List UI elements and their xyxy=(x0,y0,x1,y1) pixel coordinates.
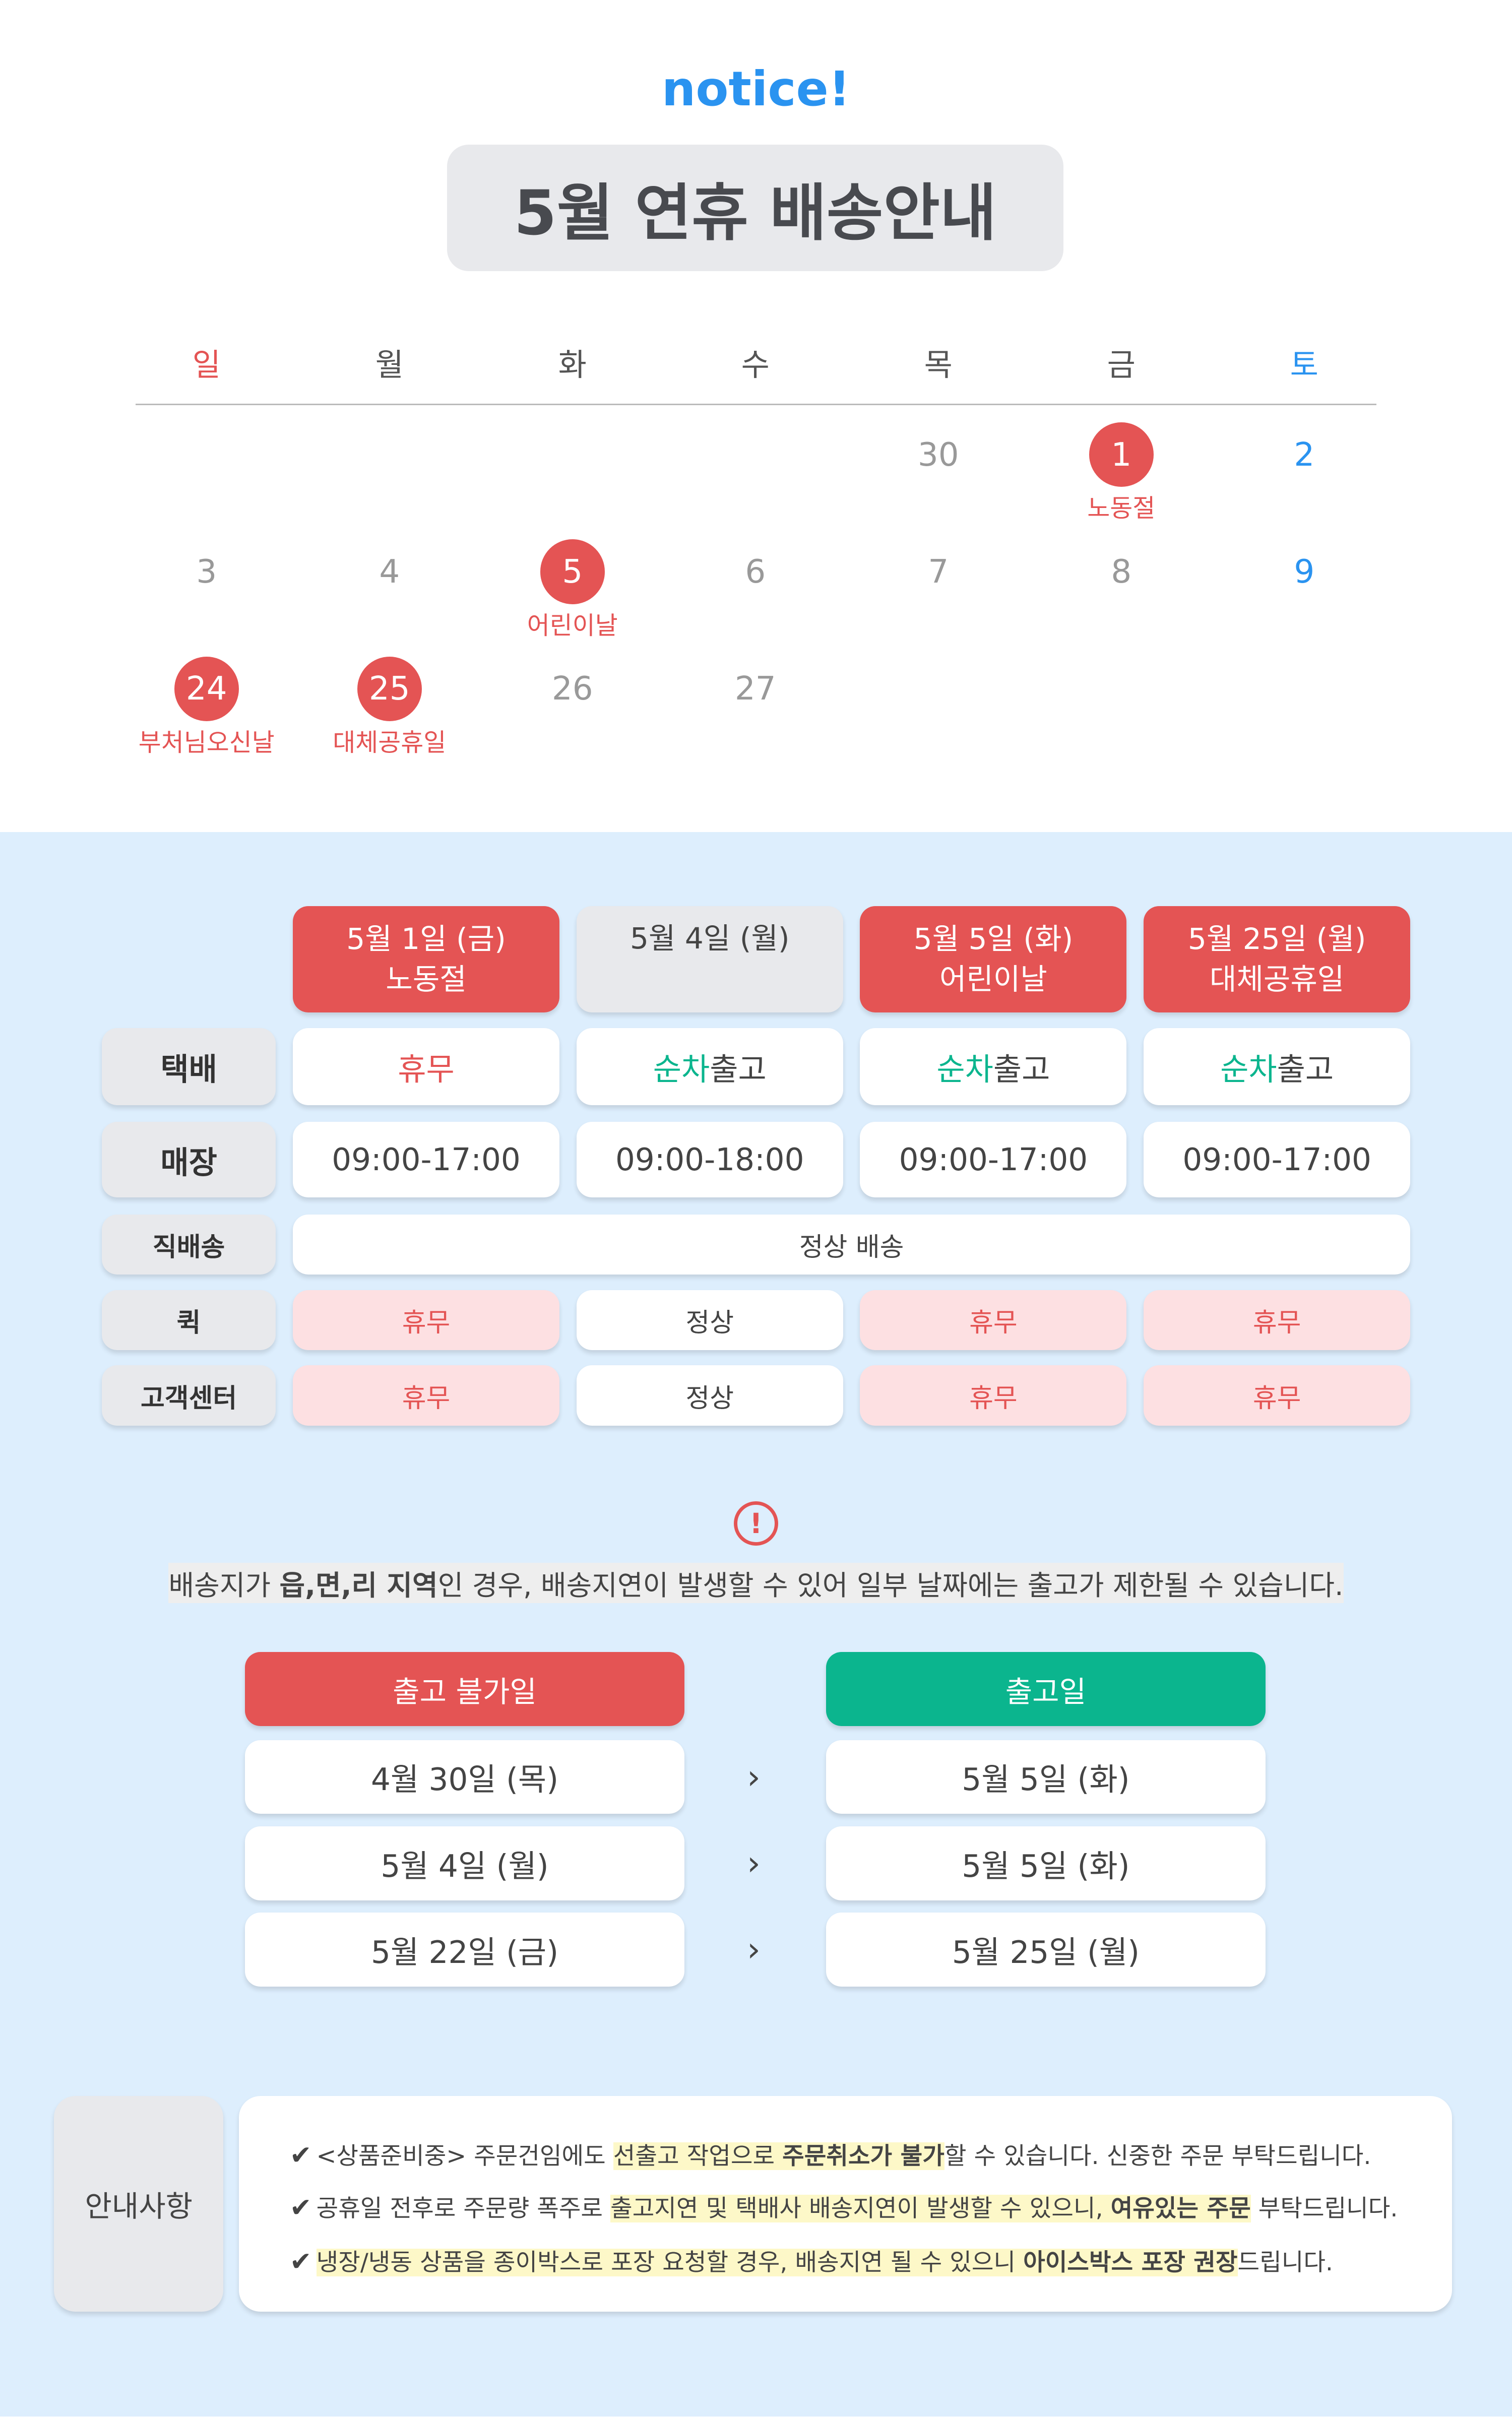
store-hours-cell: 09:00-18:00 xyxy=(576,1122,843,1198)
holiday-name: 대체공휴일 xyxy=(333,728,447,757)
ship-date: 5월 5일 (화) xyxy=(826,1740,1266,1814)
note-line: ✔ 공휴일 전후로 주문량 폭주로 출고지연 및 택배사 배송지연이 발생할 수 … xyxy=(290,2189,1398,2223)
calendar-day: 2 xyxy=(1294,435,1315,474)
weekday-header: 월 xyxy=(375,347,404,384)
chevron-right-icon: › xyxy=(746,1930,761,1969)
row-label-cs: 고객센터 xyxy=(101,1365,276,1426)
header-holiday: 어린이날 xyxy=(939,962,1047,996)
quick-cell: 정상 xyxy=(576,1290,843,1350)
cs-cell: 휴무 xyxy=(1144,1365,1411,1426)
status-sequential: 순차 xyxy=(1220,1051,1277,1088)
store-hours-cell: 09:00-17:00 xyxy=(293,1122,560,1198)
blocked-date: 5월 4일 (월) xyxy=(245,1826,684,1900)
holiday-day: 1 xyxy=(1089,422,1154,487)
note-bold: 주문취소가 불가 xyxy=(782,2142,944,2170)
cs-cell: 휴무 xyxy=(860,1365,1127,1426)
calendar-day: 4 xyxy=(379,553,400,591)
warning-post: 인 경우, 배송지연이 발생할 수 있어 일부 날짜에는 출고가 제한될 수 있… xyxy=(437,1569,1344,1602)
notes-label: 안내사항 xyxy=(54,2096,224,2312)
page-title: 5월 연휴 배송안내 xyxy=(447,145,1064,272)
calendar-day: 9 xyxy=(1294,553,1315,591)
parcel-cell: 순차 출고 xyxy=(1144,1028,1411,1105)
date-header: 5월 5일 (화) 어린이날 xyxy=(860,906,1127,1013)
calendar-day: 30 xyxy=(917,435,959,474)
note-highlight: 선출고 작업으로 xyxy=(613,2142,783,2170)
header-holiday: 대체공휴일 xyxy=(1210,962,1345,996)
warning-bold: 읍,면,리 지역 xyxy=(279,1569,438,1602)
date-header: 5월 4일 (월) xyxy=(576,906,843,1013)
note-highlight: 출고지연 및 택배사 배송지연이 발생할 수 있으니, xyxy=(610,2194,1111,2222)
blocked-date: 4월 30일 (목) xyxy=(245,1740,684,1814)
note-text: 부탁드립니다. xyxy=(1250,2194,1398,2222)
holiday-name: 노동절 xyxy=(1087,494,1156,523)
note-text: 공휴일 전후로 주문량 폭주로 xyxy=(316,2194,611,2222)
ship-date: 5월 25일 (월) xyxy=(826,1913,1266,1987)
parcel-cell: 순차 출고 xyxy=(576,1028,843,1105)
note-line: ✔ 냉장/냉동 상품을 종이박스로 포장 요청할 경우, 배송지연 될 수 있으니… xyxy=(290,2243,1333,2277)
row-label-store: 매장 xyxy=(101,1122,276,1198)
status-sequential: 순차 xyxy=(936,1051,993,1088)
note-text: 할 수 있습니다. 신중한 주문 부탁드립니다. xyxy=(944,2142,1371,2170)
cs-cell: 휴무 xyxy=(293,1365,560,1426)
date-header: 5월 1일 (금) 노동절 xyxy=(293,906,560,1013)
store-hours-cell: 09:00-17:00 xyxy=(1144,1122,1411,1198)
calendar-day: 27 xyxy=(734,670,776,708)
calendar-day: 7 xyxy=(928,553,949,591)
blocked-date: 5월 22일 (금) xyxy=(245,1913,684,1987)
warning-text: 배송지가 읍,면,리 지역인 경우, 배송지연이 발생할 수 있어 일부 날짜에… xyxy=(0,1562,1512,1603)
parcel-cell: 휴무 xyxy=(293,1028,560,1105)
quick-cell: 휴무 xyxy=(860,1290,1127,1350)
calendar-day: 6 xyxy=(745,553,766,591)
header-date: 5월 25일 (월) xyxy=(1187,922,1366,957)
direct-delivery-cell: 정상 배송 xyxy=(293,1214,1411,1275)
weekday-header: 일 xyxy=(192,347,221,384)
holiday-day: 5 xyxy=(540,539,605,604)
note-highlight: 냉장/냉동 상품을 종이박스로 포장 요청할 경우, 배송지연 될 수 있으니 xyxy=(316,2248,1024,2276)
divider xyxy=(136,404,1376,406)
quick-cell: 휴무 xyxy=(293,1290,560,1350)
parcel-cell: 순차 출고 xyxy=(860,1028,1127,1105)
cs-cell: 정상 xyxy=(576,1365,843,1426)
weekday-header: 금 xyxy=(1107,347,1136,384)
calendar-day: 8 xyxy=(1111,553,1132,591)
note-bold: 아이스박스 포장 권장 xyxy=(1023,2248,1238,2276)
store-hours-cell: 09:00-17:00 xyxy=(860,1122,1127,1198)
check-icon: ✔ xyxy=(289,2140,312,2171)
holiday-day: 24 xyxy=(174,656,239,722)
calendar-day: 3 xyxy=(196,553,217,591)
holiday-day: 25 xyxy=(357,656,422,722)
weekday-header: 목 xyxy=(924,347,953,384)
blocked-header: 출고 불가일 xyxy=(245,1652,684,1727)
row-label-parcel: 택배 xyxy=(101,1028,276,1105)
check-icon: ✔ xyxy=(289,2246,312,2277)
date-header: 5월 25일 (월) 대체공휴일 xyxy=(1144,906,1411,1013)
calendar-day: 26 xyxy=(551,670,593,708)
note-text: 드립니다. xyxy=(1237,2248,1333,2276)
weekday-header: 화 xyxy=(558,347,587,384)
ship-header: 출고일 xyxy=(826,1652,1266,1727)
header-date: 5월 5일 (화) xyxy=(913,922,1074,957)
header-date: 5월 4일 (월) xyxy=(629,921,790,956)
note-bold: 여유있는 주문 xyxy=(1110,2194,1251,2222)
note-text: <상품준비중> 주문건임에도 xyxy=(316,2142,613,2170)
row-label-quick: 퀵 xyxy=(101,1290,276,1350)
header-date: 5월 1일 (금) xyxy=(346,922,506,957)
check-icon: ✔ xyxy=(289,2192,312,2223)
holiday-name: 부처님오신날 xyxy=(138,728,275,757)
quick-cell: 휴무 xyxy=(1144,1290,1411,1350)
note-line: ✔ <상품준비중> 주문건임에도 선출고 작업으로 주문취소가 불가할 수 있습니… xyxy=(290,2136,1371,2171)
ship-date: 5월 5일 (화) xyxy=(826,1826,1266,1900)
status-sequential: 순차 xyxy=(653,1051,710,1088)
warning-pre: 배송지가 xyxy=(168,1569,280,1602)
chevron-right-icon: › xyxy=(746,1843,761,1883)
notice-label: notice! xyxy=(661,61,851,117)
holiday-name: 어린이날 xyxy=(527,611,618,640)
weekday-header: 수 xyxy=(741,347,770,384)
chevron-right-icon: › xyxy=(746,1757,761,1797)
weekday-header: 토 xyxy=(1290,347,1318,384)
header-holiday: 노동절 xyxy=(386,962,467,996)
warning-icon: ! xyxy=(733,1501,779,1546)
row-label-direct: 직배송 xyxy=(101,1214,276,1275)
